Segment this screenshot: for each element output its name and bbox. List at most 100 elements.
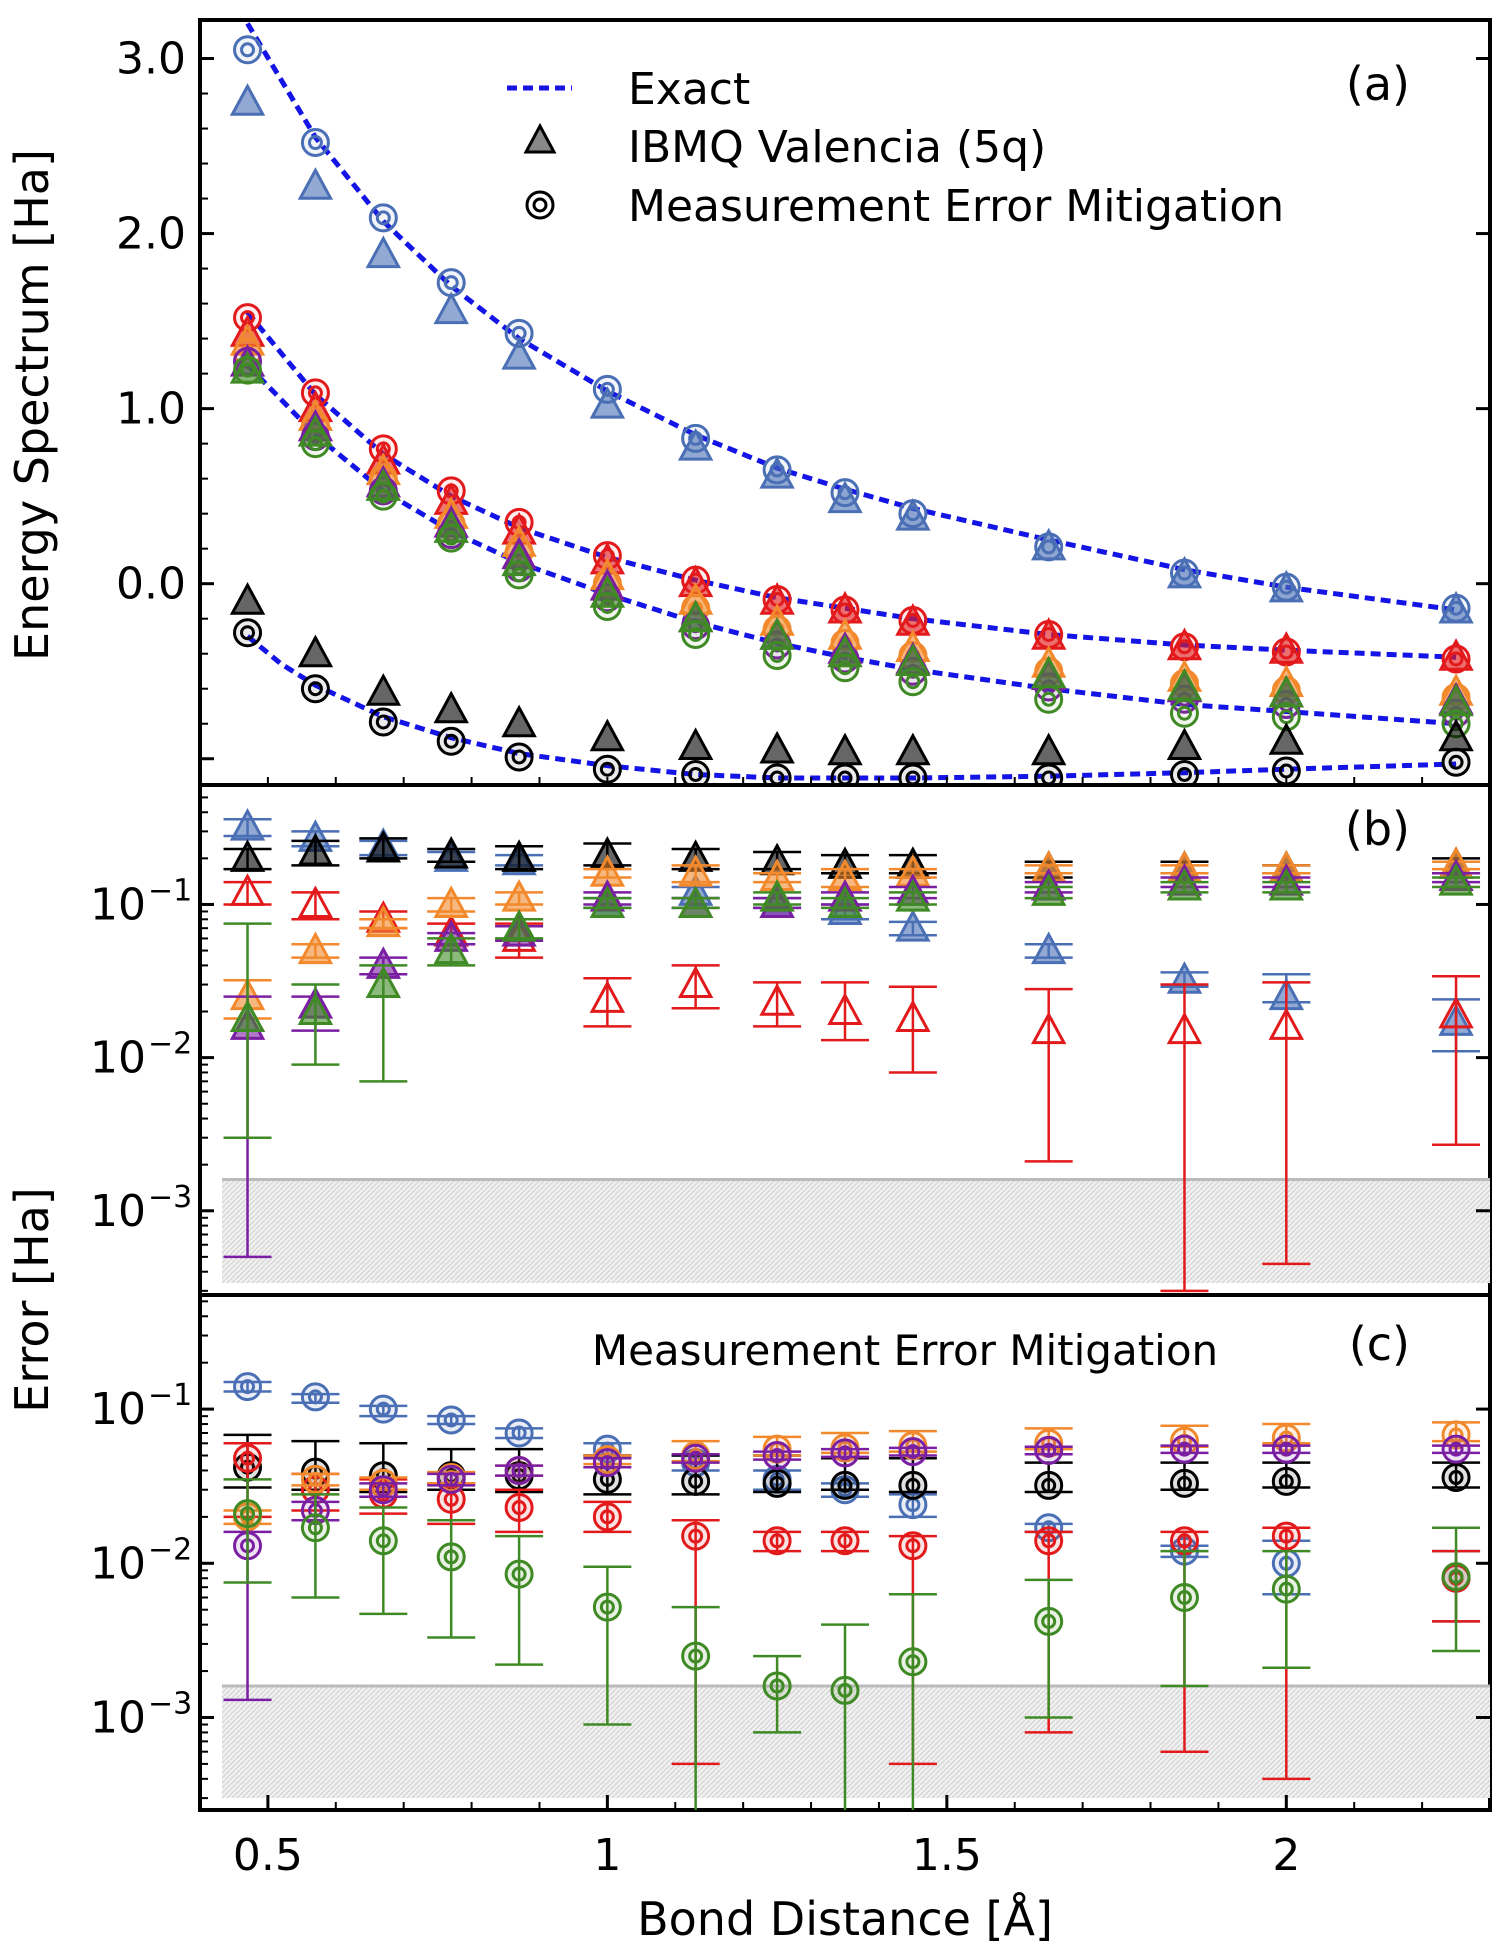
mem-marker-green-6-inner (688, 626, 704, 642)
point-c-red-4-outer (504, 1493, 534, 1523)
mem-marker-black-7-outer (762, 763, 792, 785)
point-b-green-4 (501, 909, 537, 942)
point-c-green-5-inner (599, 1599, 615, 1615)
point-c-blue-2-outer (368, 1394, 398, 1424)
mem-marker-black-13-outer (1441, 747, 1471, 777)
point-c-black-11-outer (1169, 1468, 1199, 1498)
point-c-purple-5-outer (592, 1448, 622, 1478)
point-b-green-0 (229, 999, 266, 1033)
mem-marker-black-13 (1441, 747, 1471, 777)
point-c-red-9-inner (905, 1538, 921, 1554)
point-b-red-5 (589, 980, 626, 1013)
mem-marker-red-8 (830, 595, 860, 625)
point-b-green-8 (827, 885, 863, 918)
point-c-black-7 (762, 1468, 792, 1498)
point-c-red-12-inner (1278, 1528, 1294, 1544)
mem-marker-green-3 (436, 523, 466, 553)
point-c-purple-4 (504, 1455, 534, 1485)
mem-marker-black-7 (762, 763, 792, 785)
point-c-black-9-outer (898, 1470, 928, 1500)
point-c-red-5 (592, 1502, 622, 1532)
mem-marker-green-5-inner (599, 598, 615, 614)
point-c-green-12-outer (1271, 1574, 1301, 1604)
exact-curve-1 (245, 310, 1457, 660)
mem-marker-red-10-inner (1041, 626, 1057, 642)
point-c-red-8 (830, 1526, 860, 1556)
panel-a-label: (a) (1346, 57, 1410, 111)
point-c-purple-5 (592, 1448, 622, 1478)
point-b-black-0 (229, 839, 266, 872)
point-c-red-11-inner (1176, 1533, 1192, 1549)
point-c-purple-4-outer (504, 1455, 534, 1485)
raw-marker-blue-4 (501, 336, 537, 370)
panel-b (222, 807, 1490, 1293)
mem-marker-blue-2 (368, 203, 398, 233)
point-b-green-9 (895, 878, 931, 912)
point-b-green-7 (759, 878, 795, 912)
point-c-purple-10-outer (1034, 1435, 1064, 1465)
point-c-green-4-inner (511, 1566, 527, 1582)
point-c-black-10 (1034, 1470, 1064, 1500)
mem-marker-black-3-inner (443, 733, 459, 749)
point-c-red-5-outer (592, 1502, 622, 1532)
point-c-green-2-inner (375, 1533, 391, 1549)
point-c-purple-11-inner (1176, 1441, 1192, 1457)
mem-marker-red-11 (1169, 632, 1199, 662)
point-b-blue-9 (895, 909, 931, 942)
point-c-black-8 (830, 1470, 860, 1500)
mem-marker-green-2-inner (375, 488, 391, 504)
point-b-red-9 (895, 999, 931, 1033)
mem-marker-green-1 (300, 429, 330, 459)
point-b-green-10 (1030, 873, 1067, 906)
b-ytick-sup-0: −3 (148, 1180, 192, 1215)
mem-marker-green-0-inner (240, 362, 256, 378)
b-ytick-label-2: 10 (90, 879, 146, 930)
point-c-red-9-outer (898, 1531, 928, 1561)
mem-marker-black-9 (898, 763, 928, 785)
exact-curve-0 (245, 22, 1457, 613)
raw-marker-black-9 (895, 732, 931, 766)
panel-b-plot (222, 807, 1490, 1293)
mem-marker-black-4 (504, 742, 534, 772)
point-c-red-12 (1271, 1521, 1301, 1551)
mem-marker-blue-4 (504, 318, 534, 348)
mem-marker-red-9-inner (905, 612, 921, 628)
mem-marker-green-6-outer (681, 619, 711, 649)
point-c-green-6-outer (681, 1641, 711, 1671)
raw-marker-black-0 (229, 582, 266, 615)
mem-marker-black-0-outer (233, 618, 263, 648)
mem-marker-green-8-inner (837, 660, 853, 676)
point-c-red-10-outer (1034, 1526, 1064, 1556)
point-b-green-11 (1166, 867, 1203, 901)
mem-marker-black-10 (1034, 763, 1064, 785)
mem-marker-black-5-inner (599, 761, 615, 777)
point-c-black-10-outer (1034, 1470, 1064, 1500)
mem-marker-blue-7-inner (769, 462, 785, 478)
point-b-green-12 (1268, 867, 1305, 901)
point-c-red-6 (681, 1521, 711, 1551)
c-ytick-sup-2: −1 (148, 1378, 192, 1413)
point-c-red-5-inner (599, 1509, 615, 1525)
mem-marker-blue-11 (1169, 558, 1199, 588)
legend-raw-label: IBMQ Valencia (5q) (628, 122, 1046, 173)
c-ytick-label-0: 10 (90, 1692, 146, 1743)
mem-marker-blue-11-inner (1176, 565, 1192, 581)
point-c-black-8-outer (830, 1470, 860, 1500)
raw-marker-black-12 (1268, 722, 1305, 755)
raw-marker-black-10 (1030, 732, 1067, 766)
point-c-green-12 (1271, 1574, 1301, 1604)
point-c-purple-9-outer (898, 1437, 928, 1467)
mem-marker-blue-4-outer (504, 318, 534, 348)
b-ytick-label-1: 10 (90, 1033, 146, 1084)
point-c-purple-7-outer (762, 1441, 792, 1471)
point-c-blue-2 (368, 1394, 398, 1424)
point-c-purple-8 (830, 1438, 860, 1468)
mem-marker-red-8-inner (837, 602, 853, 618)
mem-marker-blue-13 (1441, 593, 1471, 623)
point-c-blue-3-inner (443, 1412, 459, 1428)
point-c-blue-1-inner (307, 1389, 323, 1405)
mem-marker-red-12-outer (1271, 637, 1301, 667)
legend-double-circle-marker (525, 190, 555, 220)
point-c-purple-4-inner (511, 1462, 527, 1478)
mem-marker-blue-7 (762, 455, 792, 485)
